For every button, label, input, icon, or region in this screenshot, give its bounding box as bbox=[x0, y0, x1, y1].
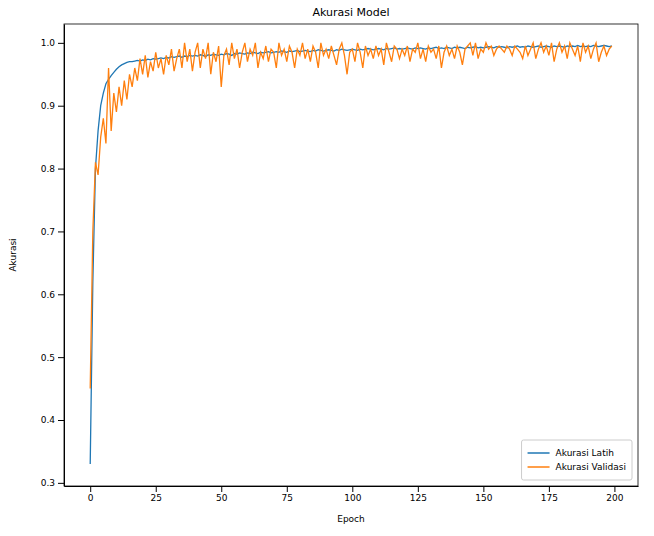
tick: 25 bbox=[151, 486, 162, 503]
tick-mark bbox=[614, 486, 615, 492]
tick: 175 bbox=[541, 486, 558, 503]
x-axis-title: Epoch bbox=[337, 514, 365, 524]
tick-mark bbox=[58, 231, 64, 232]
tick: 150 bbox=[475, 486, 492, 503]
tick-label: 0.3 bbox=[41, 478, 55, 488]
plot: 0 25 50 75 100 125 150 175 200 0.3 0.4 0.5 0.6 0.7 0.8… bbox=[41, 24, 639, 503]
tick: 0.3 bbox=[41, 478, 64, 488]
legend-swatch bbox=[528, 466, 550, 468]
tick: 0.9 bbox=[41, 101, 64, 111]
axis-line bbox=[65, 486, 639, 487]
tick-mark bbox=[287, 486, 288, 492]
tick-label: 200 bbox=[606, 493, 623, 503]
y-axis: 0.3 0.4 0.5 0.6 0.7 0.8 0.9 1.0 bbox=[41, 25, 65, 489]
tick: 1.0 bbox=[41, 38, 64, 48]
legend-swatch bbox=[528, 452, 550, 454]
tick: 125 bbox=[410, 486, 427, 503]
tick-label: 50 bbox=[216, 493, 228, 503]
tick-mark bbox=[58, 43, 64, 44]
tick-label: 0.4 bbox=[41, 415, 56, 425]
tick: 0.8 bbox=[41, 164, 64, 174]
tick-label: 1.0 bbox=[41, 38, 56, 48]
axis-line bbox=[64, 25, 65, 487]
tick-label: 0.9 bbox=[41, 101, 56, 111]
plot-frame bbox=[64, 24, 638, 486]
tick-mark bbox=[58, 420, 64, 421]
tick-label: 150 bbox=[475, 493, 492, 503]
tick-mark bbox=[58, 106, 64, 107]
tick-mark bbox=[58, 483, 64, 484]
tick: 50 bbox=[216, 486, 228, 503]
tick-label: 0.7 bbox=[41, 227, 55, 237]
series-line bbox=[90, 43, 612, 389]
tick: 0.5 bbox=[41, 353, 64, 363]
tick-mark bbox=[483, 486, 484, 492]
legend-entry: Akurasi Latih bbox=[528, 448, 614, 458]
tick-label: 0.8 bbox=[41, 164, 56, 174]
legend: Akurasi Latih Akurasi Validasi bbox=[522, 440, 632, 480]
tick-mark bbox=[156, 486, 157, 492]
legend-label: Akurasi Latih bbox=[556, 448, 614, 458]
title: Akurasi Model bbox=[312, 6, 389, 19]
tick: 0.7 bbox=[41, 227, 64, 237]
tick-mark bbox=[58, 357, 64, 358]
tick-label: 0.5 bbox=[41, 353, 55, 363]
tick-mark bbox=[352, 486, 353, 492]
series-line bbox=[90, 45, 612, 464]
tick: 100 bbox=[344, 486, 361, 503]
tick: 0.6 bbox=[41, 290, 64, 300]
chart: 0 25 50 75 100 125 150 175 200 0.3 0.4 0.5 0.6 0.7 0.8… bbox=[0, 0, 654, 536]
tick: 0.4 bbox=[41, 415, 64, 425]
tick-label: 0 bbox=[88, 493, 94, 503]
y-axis-title: Akurasi bbox=[8, 238, 18, 271]
tick-label: 25 bbox=[151, 493, 162, 503]
tick-label: 100 bbox=[344, 493, 361, 503]
legend-label: Akurasi Validasi bbox=[556, 462, 626, 472]
tick-mark bbox=[549, 486, 550, 492]
tick-label: 125 bbox=[410, 493, 427, 503]
tick-label: 75 bbox=[282, 493, 293, 503]
tick: 75 bbox=[282, 486, 293, 503]
tick-mark bbox=[221, 486, 222, 492]
tick-label: 0.6 bbox=[41, 290, 56, 300]
tick: 0 bbox=[88, 486, 94, 503]
tick-label: 175 bbox=[541, 493, 558, 503]
tick: 200 bbox=[606, 486, 623, 503]
series-group bbox=[90, 43, 612, 464]
tick-mark bbox=[58, 294, 64, 295]
tick-mark bbox=[58, 169, 64, 170]
legend-box bbox=[522, 440, 632, 480]
legend-entry: Akurasi Validasi bbox=[528, 462, 626, 472]
tick-mark bbox=[90, 486, 91, 492]
x-axis: 0 25 50 75 100 125 150 175 200 bbox=[65, 486, 639, 503]
tick-mark bbox=[418, 486, 419, 492]
